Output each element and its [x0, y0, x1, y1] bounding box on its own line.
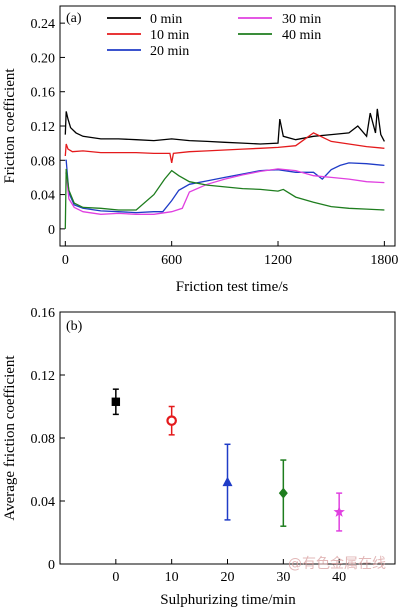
series-line-3: [65, 159, 385, 214]
marker-diamond: [278, 487, 288, 499]
panel-b-ticks: 0 10 20 30 40 0 0.04 0.08 0.12 0.16: [31, 306, 347, 585]
panel-b-xlabel: Sulphurizing time/min: [160, 592, 296, 608]
panel-b-label: (b): [66, 319, 83, 334]
panel-a-ytick-label: 0.16: [31, 86, 56, 101]
series-line-4: [65, 168, 385, 215]
legend-entry-5: 40 min: [238, 28, 321, 43]
panel-b-xtick-label: 40: [332, 570, 346, 585]
marker-square: [111, 397, 121, 406]
panel-a-ytick-label: 0.04: [31, 189, 56, 204]
panel-a-ytick-label: 0.20: [31, 51, 56, 66]
legend-label: 30 min: [282, 12, 321, 27]
legend-label: 10 min: [150, 28, 189, 43]
legend-entry-1: 0 min: [107, 12, 182, 27]
panel-b-ytick-label: 0.04: [31, 495, 56, 510]
legend-entry-2: 10 min: [107, 28, 189, 43]
legend-label: 40 min: [282, 28, 321, 43]
panel-b-xtick-label: 0: [112, 570, 119, 585]
panel-a-xtick-label: 1200: [264, 253, 292, 268]
panel-b: (b) 0 10 20 30 40 0 0.04 0.08 0.12 0.16 Sulphuriz…: [2, 306, 396, 608]
panel-b-xtick-label: 10: [165, 570, 179, 585]
series-line-1: [64, 108, 385, 145]
panel-a-ticks: 0 600 1200 1800 0 0.04 0.08 0.12 0.16 0.20 0.24: [31, 17, 399, 268]
series-line-2: [64, 132, 385, 164]
watermark: @有色金属在线: [288, 556, 386, 572]
panel-a-ytick-label: 0.24: [31, 17, 56, 32]
panel-b-ytick-label: 0.16: [31, 306, 56, 321]
panel-a: (a) 0 600 1200 1800 0 0.04 0.08 0.12 0.16 0.20 0.2…: [2, 5, 399, 295]
panel-b-ytick-label: 0.08: [31, 432, 56, 447]
panel-a-ytick-label: 0.12: [31, 120, 56, 135]
panel-a-label: (a): [66, 11, 82, 26]
marker-triangle: [222, 476, 233, 487]
data-point-2: [166, 405, 177, 436]
panel-b-frame: [59, 311, 396, 565]
data-point-1: [111, 388, 121, 416]
data-point-5: [333, 492, 345, 532]
panel-a-ytick-label: 0: [48, 223, 55, 238]
data-point-4: [278, 459, 288, 527]
legend-label: 0 min: [150, 12, 182, 27]
panel-a-xtick-label: 0: [62, 253, 69, 268]
panel-b-ytick-label: 0: [48, 558, 55, 573]
panel-b-xtick-label: 20: [221, 570, 235, 585]
marker-circle: [166, 415, 177, 426]
panel-a-xtick-label: 600: [161, 253, 182, 268]
panel-a-ytick-label: 0.08: [31, 154, 56, 169]
legend-entry-4: 30 min: [238, 12, 321, 27]
legend-entry-3: 20 min: [107, 44, 189, 59]
panel-b-ytick-label: 0.12: [31, 369, 56, 384]
data-point-3: [222, 443, 233, 521]
panel-b-xtick-label: 30: [276, 570, 290, 585]
panel-a-frame: [59, 5, 396, 247]
panel-a-ylabel: Friction coefficient: [2, 68, 18, 184]
panel-a-series-lines: [64, 108, 385, 229]
legend-label: 20 min: [150, 44, 189, 59]
panel-a-xtick-label: 1800: [370, 253, 398, 268]
panel-b-points: [111, 388, 345, 532]
series-line-5: [64, 168, 385, 229]
panel-b-ylabel: Average friction coefficient: [2, 355, 18, 521]
marker-star: [333, 506, 345, 517]
panel-a-xlabel: Friction test time/s: [176, 279, 289, 295]
